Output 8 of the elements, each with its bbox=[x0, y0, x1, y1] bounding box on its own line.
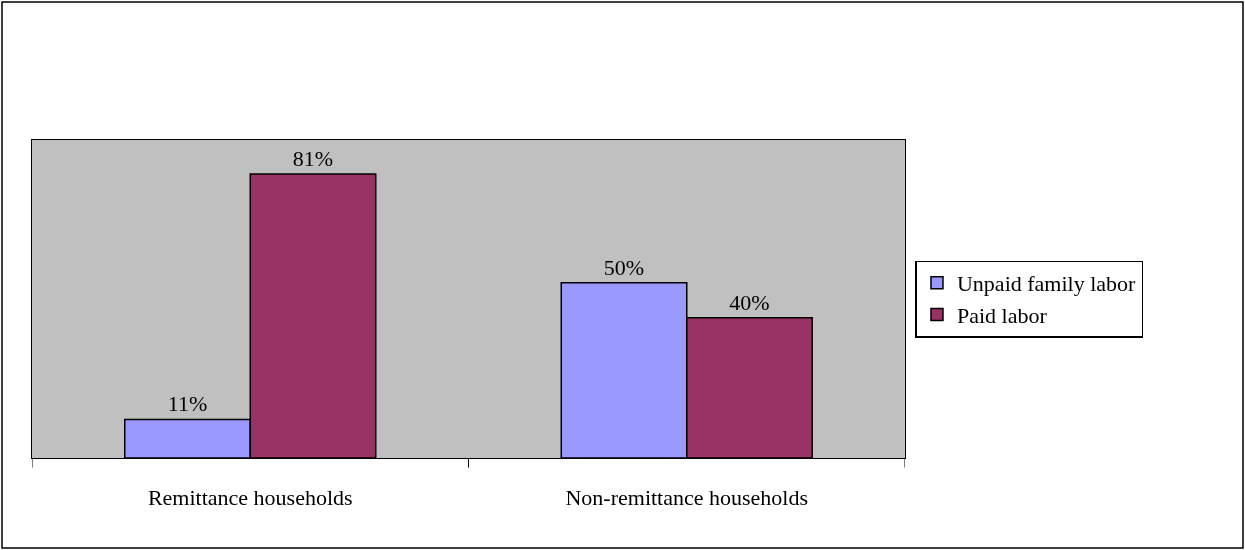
legend-label: Unpaid family labor bbox=[956, 271, 1137, 297]
data-label: 40% bbox=[729, 289, 770, 315]
x-tick-label: Remittance households bbox=[147, 485, 353, 511]
legend-label: Paid labor bbox=[956, 302, 1048, 328]
data-label: 50% bbox=[603, 254, 645, 280]
data-label: 81% bbox=[292, 146, 334, 172]
data-label: 11% bbox=[167, 391, 208, 417]
x-tick-label: Non-remittance households bbox=[565, 485, 809, 511]
